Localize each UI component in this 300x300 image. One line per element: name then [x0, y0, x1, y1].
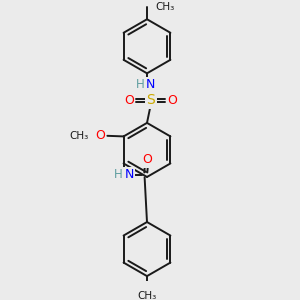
Text: O: O: [168, 94, 178, 107]
Text: O: O: [95, 129, 105, 142]
Text: O: O: [124, 94, 134, 107]
Text: N: N: [124, 168, 134, 182]
Text: O: O: [143, 153, 153, 166]
Text: S: S: [146, 93, 155, 107]
Text: CH₃: CH₃: [155, 2, 175, 12]
Text: CH₃: CH₃: [137, 291, 157, 300]
Text: H: H: [136, 78, 145, 91]
Text: H: H: [114, 168, 123, 182]
Text: N: N: [146, 78, 156, 91]
Text: CH₃: CH₃: [70, 131, 89, 141]
